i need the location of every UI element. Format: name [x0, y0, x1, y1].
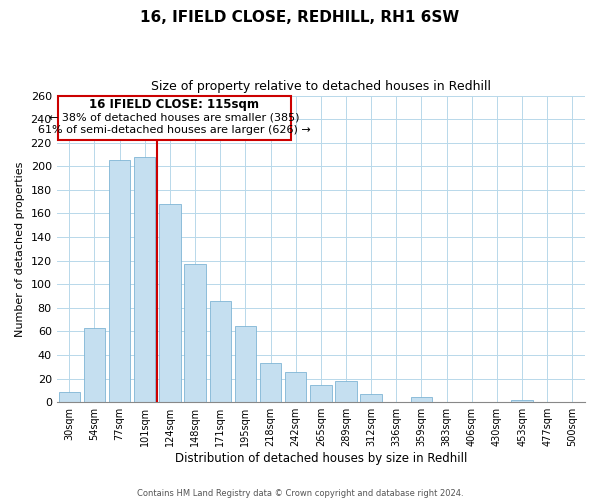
Text: 61% of semi-detached houses are larger (626) →: 61% of semi-detached houses are larger (… — [38, 125, 311, 135]
Bar — [209, 301, 231, 402]
Text: ← 38% of detached houses are smaller (385): ← 38% of detached houses are smaller (38… — [49, 113, 299, 123]
Bar — [361, 394, 382, 402]
Bar — [235, 326, 256, 402]
Bar — [310, 384, 332, 402]
Text: 16, IFIELD CLOSE, REDHILL, RH1 6SW: 16, IFIELD CLOSE, REDHILL, RH1 6SW — [140, 10, 460, 25]
Bar — [335, 381, 356, 402]
Bar — [159, 204, 181, 402]
Bar — [511, 400, 533, 402]
Bar — [411, 398, 432, 402]
Bar — [134, 157, 155, 402]
Title: Size of property relative to detached houses in Redhill: Size of property relative to detached ho… — [151, 80, 491, 93]
Bar — [285, 372, 307, 402]
Bar — [260, 364, 281, 402]
X-axis label: Distribution of detached houses by size in Redhill: Distribution of detached houses by size … — [175, 452, 467, 465]
Bar — [59, 392, 80, 402]
Bar — [184, 264, 206, 402]
Bar — [109, 160, 130, 402]
Bar — [84, 328, 105, 402]
Bar — [58, 96, 290, 140]
Text: 16 IFIELD CLOSE: 115sqm: 16 IFIELD CLOSE: 115sqm — [89, 98, 259, 112]
Text: Contains HM Land Registry data © Crown copyright and database right 2024.: Contains HM Land Registry data © Crown c… — [137, 488, 463, 498]
Y-axis label: Number of detached properties: Number of detached properties — [15, 161, 25, 336]
